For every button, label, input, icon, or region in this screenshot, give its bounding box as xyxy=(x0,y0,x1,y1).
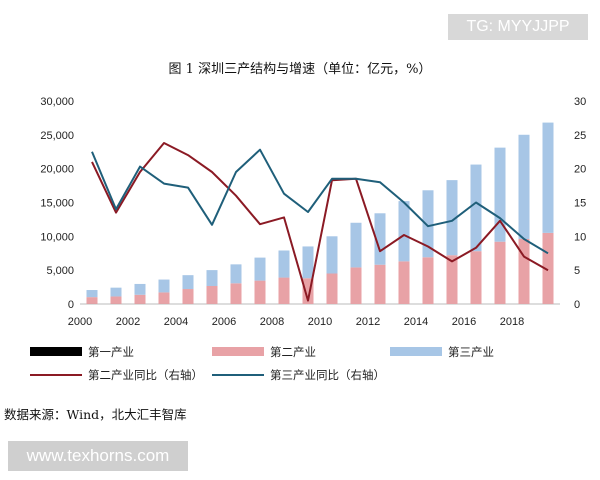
source-note: 数据来源：Wind，北大汇丰智库 xyxy=(4,407,187,422)
secondary-industry-bar xyxy=(302,278,314,304)
chart: 0 5,000 10,000 15,000 20,000 25,000 30,000 0 5 10… xyxy=(30,96,586,382)
tertiary-industry-bar xyxy=(206,270,218,287)
tertiary-industry-bar xyxy=(110,287,122,297)
secondary-industry-bar xyxy=(326,273,338,304)
tertiary-industry-bar xyxy=(446,180,458,256)
y-right-tick-label: 30 xyxy=(574,96,586,108)
secondary-industry-bar xyxy=(494,241,506,304)
secondary-industry-bar xyxy=(158,292,170,304)
secondary-industry-bar xyxy=(86,297,98,304)
tertiary-industry-bar xyxy=(302,246,314,279)
legend-secondary-industry-label: 第二产业 xyxy=(270,345,316,359)
tertiary-industry-bar xyxy=(470,164,482,252)
tertiary-industry-bar xyxy=(494,147,506,242)
x-tick-label: 2016 xyxy=(452,316,476,328)
secondary-growth-line xyxy=(91,142,549,302)
secondary-industry-bar xyxy=(110,296,122,304)
tertiary-growth-line xyxy=(91,148,549,255)
legend-tertiary-growth-label: 第三产业同比（右轴） xyxy=(270,368,385,382)
tertiary-industry-bar xyxy=(254,257,266,281)
secondary-industry-bar xyxy=(350,267,362,304)
y-right-tick-label: 0 xyxy=(574,299,580,311)
bars xyxy=(86,122,554,304)
x-tick-label: 2010 xyxy=(308,316,332,328)
tertiary-industry-bar xyxy=(278,250,290,278)
lines xyxy=(91,142,549,302)
secondary-industry-bar xyxy=(470,251,482,304)
legend-secondary-industry-swatch xyxy=(212,347,264,356)
tertiary-industry-bar xyxy=(374,213,386,265)
y-right-tick-label: 10 xyxy=(574,231,586,243)
secondary-industry-bar xyxy=(398,261,410,304)
tertiary-industry-bar xyxy=(326,236,338,274)
x-tick-label: 2004 xyxy=(164,316,188,328)
tertiary-industry-bar xyxy=(182,275,194,290)
y-left-tick-label: 20,000 xyxy=(40,164,74,176)
secondary-industry-bar xyxy=(182,289,194,304)
watermark-bottom: www.texhorns.com xyxy=(8,441,188,471)
y-left-tick-label: 25,000 xyxy=(40,130,74,142)
legend-tertiary-industry-swatch xyxy=(390,347,442,356)
y-left-tick-label: 10,000 xyxy=(40,231,74,243)
x-tick-label: 2012 xyxy=(356,316,380,328)
x-tick-label: 2000 xyxy=(68,316,92,328)
secondary-industry-bar xyxy=(422,257,434,304)
legend-primary-industry-swatch xyxy=(30,347,82,356)
x-tick-label: 2006 xyxy=(212,316,236,328)
x-tick-label: 2008 xyxy=(260,316,284,328)
y-left-tick-label: 30,000 xyxy=(40,96,74,108)
tertiary-industry-bar xyxy=(350,222,362,268)
x-tick-label: 2018 xyxy=(500,316,524,328)
legend-primary-industry-label: 第一产业 xyxy=(88,345,134,359)
secondary-industry-bar xyxy=(446,255,458,304)
legend-secondary-growth-label: 第二产业同比（右轴） xyxy=(88,368,203,382)
tick-labels: 0 5,000 10,000 15,000 20,000 25,000 30,000 0 5 10… xyxy=(40,96,586,328)
tertiary-industry-bar xyxy=(158,279,170,293)
y-left-tick-label: 0 xyxy=(68,299,74,311)
secondary-industry-bar xyxy=(518,238,530,304)
secondary-industry-bar xyxy=(134,294,146,304)
secondary-industry-bar xyxy=(374,264,386,304)
tertiary-industry-bar xyxy=(230,264,242,284)
tertiary-industry-bar xyxy=(398,201,410,262)
legend-tertiary-industry-label: 第三产业 xyxy=(448,345,494,359)
tertiary-industry-bar xyxy=(86,290,98,298)
x-tick-label: 2002 xyxy=(116,316,140,328)
secondary-industry-bar xyxy=(278,277,290,304)
y-right-tick-label: 5 xyxy=(574,265,580,277)
secondary-industry-bar xyxy=(254,280,266,304)
secondary-industry-bar xyxy=(230,283,242,304)
tertiary-industry-bar xyxy=(422,190,434,258)
chart-title: 图 1 深圳三产结构与增速（单位：亿元，%） xyxy=(168,62,432,77)
secondary-industry-bar xyxy=(206,286,218,304)
y-right-tick-label: 25 xyxy=(574,130,586,142)
x-tick-label: 2014 xyxy=(404,316,428,328)
tertiary-industry-bar xyxy=(134,283,146,295)
tertiary-industry-bar xyxy=(518,134,530,239)
secondary-industry-bar xyxy=(542,232,554,304)
y-right-tick-label: 20 xyxy=(574,164,586,176)
y-left-tick-label: 15,000 xyxy=(40,198,74,210)
watermark-top: TG: MYYJJPP xyxy=(448,14,588,40)
y-left-tick-label: 5,000 xyxy=(46,265,74,277)
y-right-tick-label: 15 xyxy=(574,198,586,210)
tertiary-industry-bar xyxy=(542,122,554,233)
